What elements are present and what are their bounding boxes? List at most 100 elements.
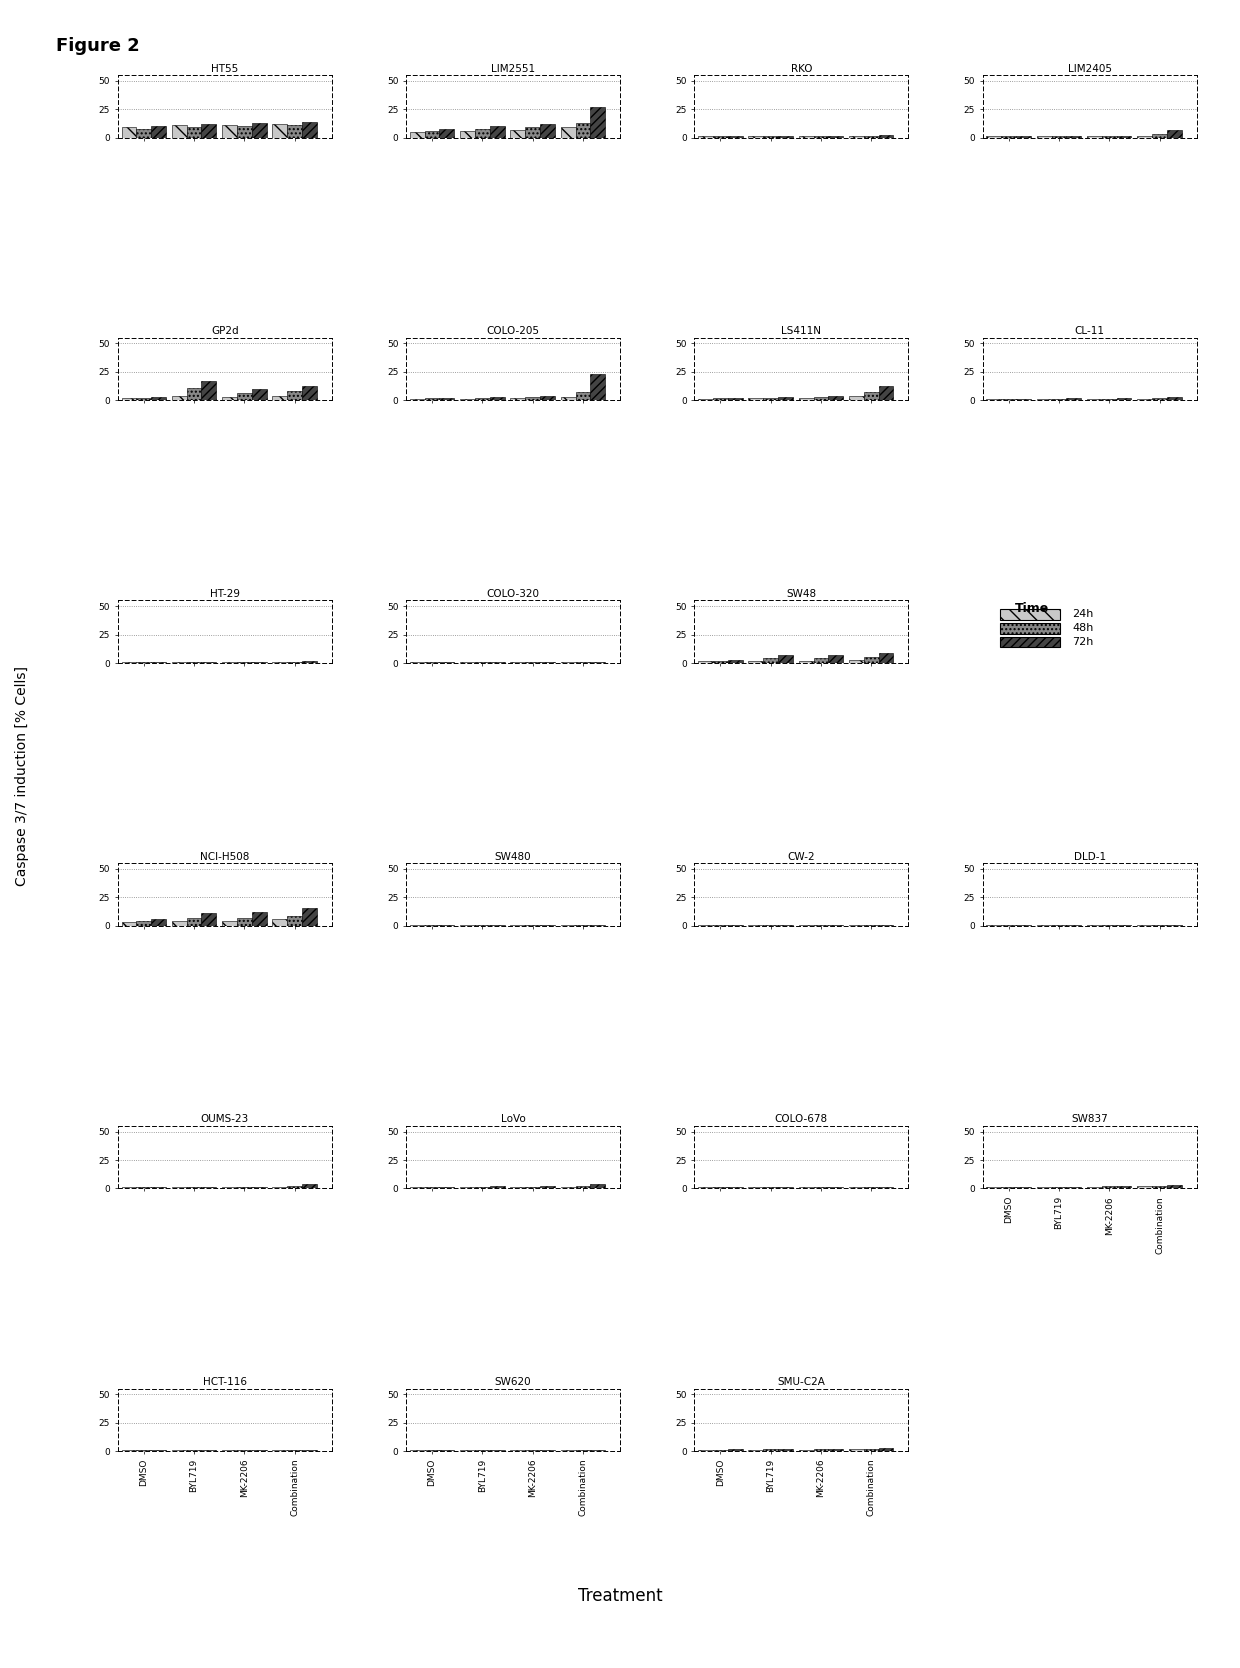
Bar [590, 107, 605, 138]
Bar [879, 135, 894, 138]
Bar [151, 397, 166, 400]
Bar [864, 657, 879, 664]
Bar [460, 130, 475, 138]
Bar [409, 132, 424, 138]
Bar [475, 399, 490, 400]
Title: HT-29: HT-29 [210, 589, 239, 599]
Bar [1167, 397, 1182, 400]
Bar [590, 374, 605, 400]
Bar [187, 389, 201, 400]
Bar [187, 917, 201, 926]
Text: Treatment: Treatment [578, 1586, 662, 1605]
Bar [541, 1186, 554, 1188]
Bar [1167, 1184, 1182, 1188]
Bar [237, 127, 252, 138]
Bar [541, 395, 554, 400]
Bar [1117, 399, 1131, 400]
Bar [172, 921, 187, 926]
Bar [439, 399, 454, 400]
Bar [252, 912, 267, 926]
Bar [828, 656, 843, 664]
Bar [303, 385, 317, 400]
Bar [590, 1184, 605, 1188]
Bar [575, 392, 590, 400]
Bar [728, 1449, 743, 1451]
Bar [222, 921, 237, 926]
Bar [749, 399, 764, 400]
Bar [273, 395, 288, 400]
Bar [799, 399, 813, 400]
Bar [1102, 1186, 1117, 1188]
Bar [252, 123, 267, 138]
Bar [136, 399, 151, 400]
Bar [1167, 130, 1182, 138]
Bar [303, 1184, 317, 1188]
Bar [490, 127, 505, 138]
Bar [575, 1186, 590, 1188]
Bar [560, 127, 575, 138]
Bar [879, 385, 894, 400]
Bar [777, 1449, 792, 1451]
Text: 72h: 72h [1073, 637, 1094, 647]
Bar [201, 914, 216, 926]
Bar [575, 123, 590, 138]
Bar [490, 397, 505, 400]
Bar [288, 392, 303, 400]
Bar [999, 609, 1060, 620]
Text: Caspase 3/7 induction [% Cells]: Caspase 3/7 induction [% Cells] [15, 666, 30, 886]
Title: CW-2: CW-2 [787, 852, 815, 862]
Bar [1066, 399, 1081, 400]
Bar [728, 399, 743, 400]
Bar [1137, 1186, 1152, 1188]
Title: SMU-C2A: SMU-C2A [777, 1378, 826, 1388]
Title: RKO: RKO [791, 63, 812, 73]
Title: GP2d: GP2d [211, 327, 238, 337]
Bar [999, 637, 1060, 647]
Bar [1152, 1186, 1167, 1188]
Bar [560, 397, 575, 400]
Bar [511, 399, 526, 400]
Title: HT55: HT55 [211, 63, 238, 73]
Bar [1152, 133, 1167, 138]
Bar [849, 1449, 864, 1451]
Bar [849, 659, 864, 664]
Text: 48h: 48h [1073, 624, 1094, 632]
Title: SW837: SW837 [1071, 1114, 1109, 1124]
Bar [764, 1449, 777, 1451]
Bar [1117, 1186, 1131, 1188]
Title: OUMS-23: OUMS-23 [201, 1114, 249, 1124]
Bar [288, 916, 303, 926]
Bar [151, 127, 166, 138]
Bar [273, 919, 288, 926]
Bar [777, 397, 792, 400]
Bar [813, 659, 828, 664]
Bar [288, 1186, 303, 1188]
Title: SW620: SW620 [495, 1378, 532, 1388]
Bar [172, 125, 187, 138]
Title: COLO-678: COLO-678 [775, 1114, 828, 1124]
Bar [879, 652, 894, 664]
Bar [288, 125, 303, 138]
Bar [813, 397, 828, 400]
Bar [1152, 399, 1167, 400]
Bar [439, 128, 454, 138]
Bar [122, 127, 136, 138]
Bar [222, 397, 237, 400]
Bar [424, 399, 439, 400]
Bar [799, 661, 813, 664]
Bar [713, 399, 728, 400]
Bar [749, 661, 764, 664]
Bar [122, 922, 136, 926]
Bar [303, 661, 317, 664]
Title: HCT-116: HCT-116 [203, 1378, 247, 1388]
Bar [122, 399, 136, 400]
Title: LIM2405: LIM2405 [1068, 63, 1111, 73]
Title: DLD-1: DLD-1 [1074, 852, 1106, 862]
Title: COLO-320: COLO-320 [486, 589, 539, 599]
Bar [511, 130, 526, 138]
Bar [813, 1449, 828, 1451]
Bar [777, 656, 792, 664]
Title: CL-11: CL-11 [1075, 327, 1105, 337]
Bar [541, 123, 554, 138]
Bar [303, 122, 317, 138]
